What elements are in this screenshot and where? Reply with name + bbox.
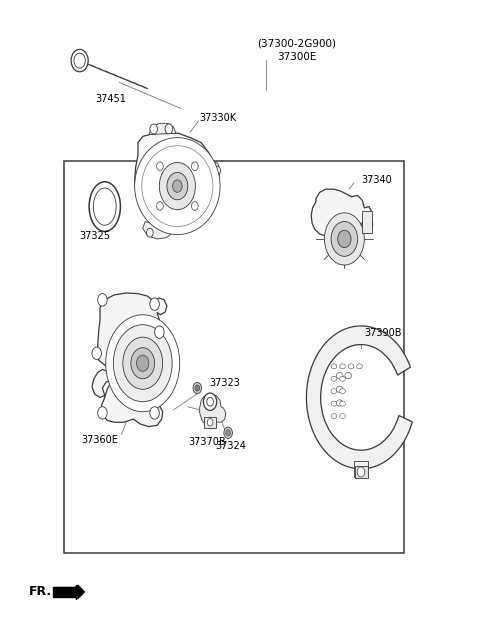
Ellipse shape: [89, 182, 120, 231]
Circle shape: [192, 162, 198, 171]
Circle shape: [214, 166, 220, 175]
Circle shape: [324, 213, 364, 265]
Ellipse shape: [336, 386, 343, 393]
Circle shape: [156, 162, 163, 171]
Ellipse shape: [340, 401, 345, 406]
Circle shape: [131, 348, 155, 379]
Circle shape: [137, 355, 149, 371]
Circle shape: [150, 298, 159, 310]
Circle shape: [156, 202, 163, 210]
Ellipse shape: [340, 376, 345, 381]
Circle shape: [155, 326, 164, 339]
Bar: [355, 466, 368, 478]
Circle shape: [204, 393, 217, 411]
Circle shape: [113, 325, 172, 402]
Circle shape: [338, 230, 351, 248]
FancyArrow shape: [55, 585, 84, 599]
Text: 37390B: 37390B: [364, 329, 402, 339]
Ellipse shape: [135, 138, 220, 234]
Ellipse shape: [331, 364, 337, 369]
Circle shape: [193, 382, 202, 394]
Circle shape: [207, 419, 213, 426]
Ellipse shape: [331, 376, 337, 381]
Circle shape: [97, 293, 107, 306]
Ellipse shape: [94, 188, 116, 225]
Ellipse shape: [357, 364, 362, 369]
Text: 37325: 37325: [80, 231, 111, 241]
Text: 37360E: 37360E: [82, 435, 119, 445]
Ellipse shape: [340, 389, 345, 394]
Circle shape: [71, 50, 88, 71]
Text: 37330K: 37330K: [200, 113, 237, 123]
Circle shape: [365, 213, 371, 221]
Text: 37451: 37451: [96, 94, 126, 104]
Ellipse shape: [348, 364, 354, 369]
Circle shape: [159, 162, 195, 209]
Ellipse shape: [331, 401, 337, 406]
Ellipse shape: [345, 372, 351, 379]
Circle shape: [146, 228, 153, 237]
Text: 37324: 37324: [215, 441, 246, 451]
Circle shape: [150, 124, 157, 134]
Wedge shape: [306, 326, 412, 469]
Text: 37340: 37340: [361, 175, 392, 185]
Polygon shape: [311, 189, 372, 238]
Ellipse shape: [331, 414, 337, 419]
FancyArrow shape: [53, 585, 76, 599]
Circle shape: [150, 407, 159, 419]
Text: 37323: 37323: [209, 378, 240, 388]
Text: 37370B: 37370B: [188, 437, 226, 447]
Bar: [354, 461, 368, 477]
Circle shape: [331, 221, 358, 256]
Circle shape: [167, 172, 188, 200]
Circle shape: [207, 398, 214, 406]
Circle shape: [123, 337, 163, 389]
Circle shape: [357, 467, 365, 477]
Polygon shape: [149, 124, 176, 135]
Bar: [64, 161, 404, 553]
Circle shape: [195, 385, 200, 391]
Circle shape: [74, 53, 85, 68]
Text: 37300E: 37300E: [277, 53, 317, 63]
Text: FR.: FR.: [29, 586, 52, 598]
Polygon shape: [200, 394, 226, 426]
Circle shape: [106, 315, 180, 412]
Circle shape: [165, 124, 173, 134]
Circle shape: [192, 202, 198, 210]
Ellipse shape: [336, 400, 343, 406]
Circle shape: [224, 427, 232, 438]
Ellipse shape: [331, 389, 337, 394]
Ellipse shape: [336, 372, 343, 379]
Polygon shape: [211, 161, 220, 185]
Ellipse shape: [340, 364, 345, 369]
Circle shape: [226, 429, 230, 436]
Circle shape: [97, 407, 107, 419]
Bar: [362, 211, 372, 233]
Ellipse shape: [340, 414, 345, 419]
Polygon shape: [143, 221, 171, 239]
Polygon shape: [135, 134, 216, 228]
Circle shape: [92, 347, 101, 359]
Bar: [204, 418, 216, 428]
Polygon shape: [92, 293, 167, 426]
Circle shape: [173, 180, 182, 192]
Text: (37300-2G900): (37300-2G900): [257, 38, 336, 48]
Circle shape: [363, 218, 373, 231]
